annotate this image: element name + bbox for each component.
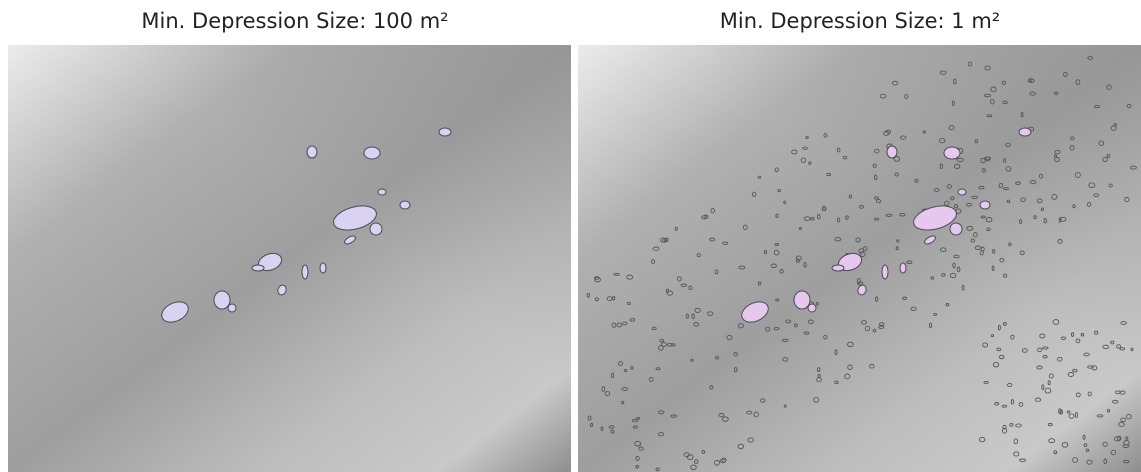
depression xyxy=(302,265,308,279)
depression xyxy=(364,147,380,159)
depression xyxy=(252,265,264,271)
depression xyxy=(794,291,810,309)
depression xyxy=(1019,128,1031,136)
depression xyxy=(378,189,386,195)
depression xyxy=(887,146,897,158)
map-panel xyxy=(8,45,571,472)
panel-title: Min. Depression Size: 100 m² xyxy=(141,9,448,33)
panel-title: Min. Depression Size: 1 m² xyxy=(720,9,1000,33)
depression xyxy=(228,304,236,312)
figure: Min. Depression Size: 100 m² Min. Depres… xyxy=(0,0,1141,472)
depression xyxy=(882,265,888,279)
dem-shade xyxy=(8,45,571,472)
depression xyxy=(439,128,451,136)
depression xyxy=(980,201,990,209)
depression xyxy=(958,189,966,195)
depression xyxy=(808,304,816,312)
depression xyxy=(832,265,844,271)
depression xyxy=(307,146,317,158)
page: {"panels": [ {"title": "Min. Depression … xyxy=(0,0,1141,472)
depression xyxy=(214,291,230,309)
depression xyxy=(400,201,410,209)
depression xyxy=(320,263,326,273)
depression xyxy=(900,263,906,273)
depression xyxy=(944,147,960,159)
map-panel xyxy=(578,45,1141,472)
